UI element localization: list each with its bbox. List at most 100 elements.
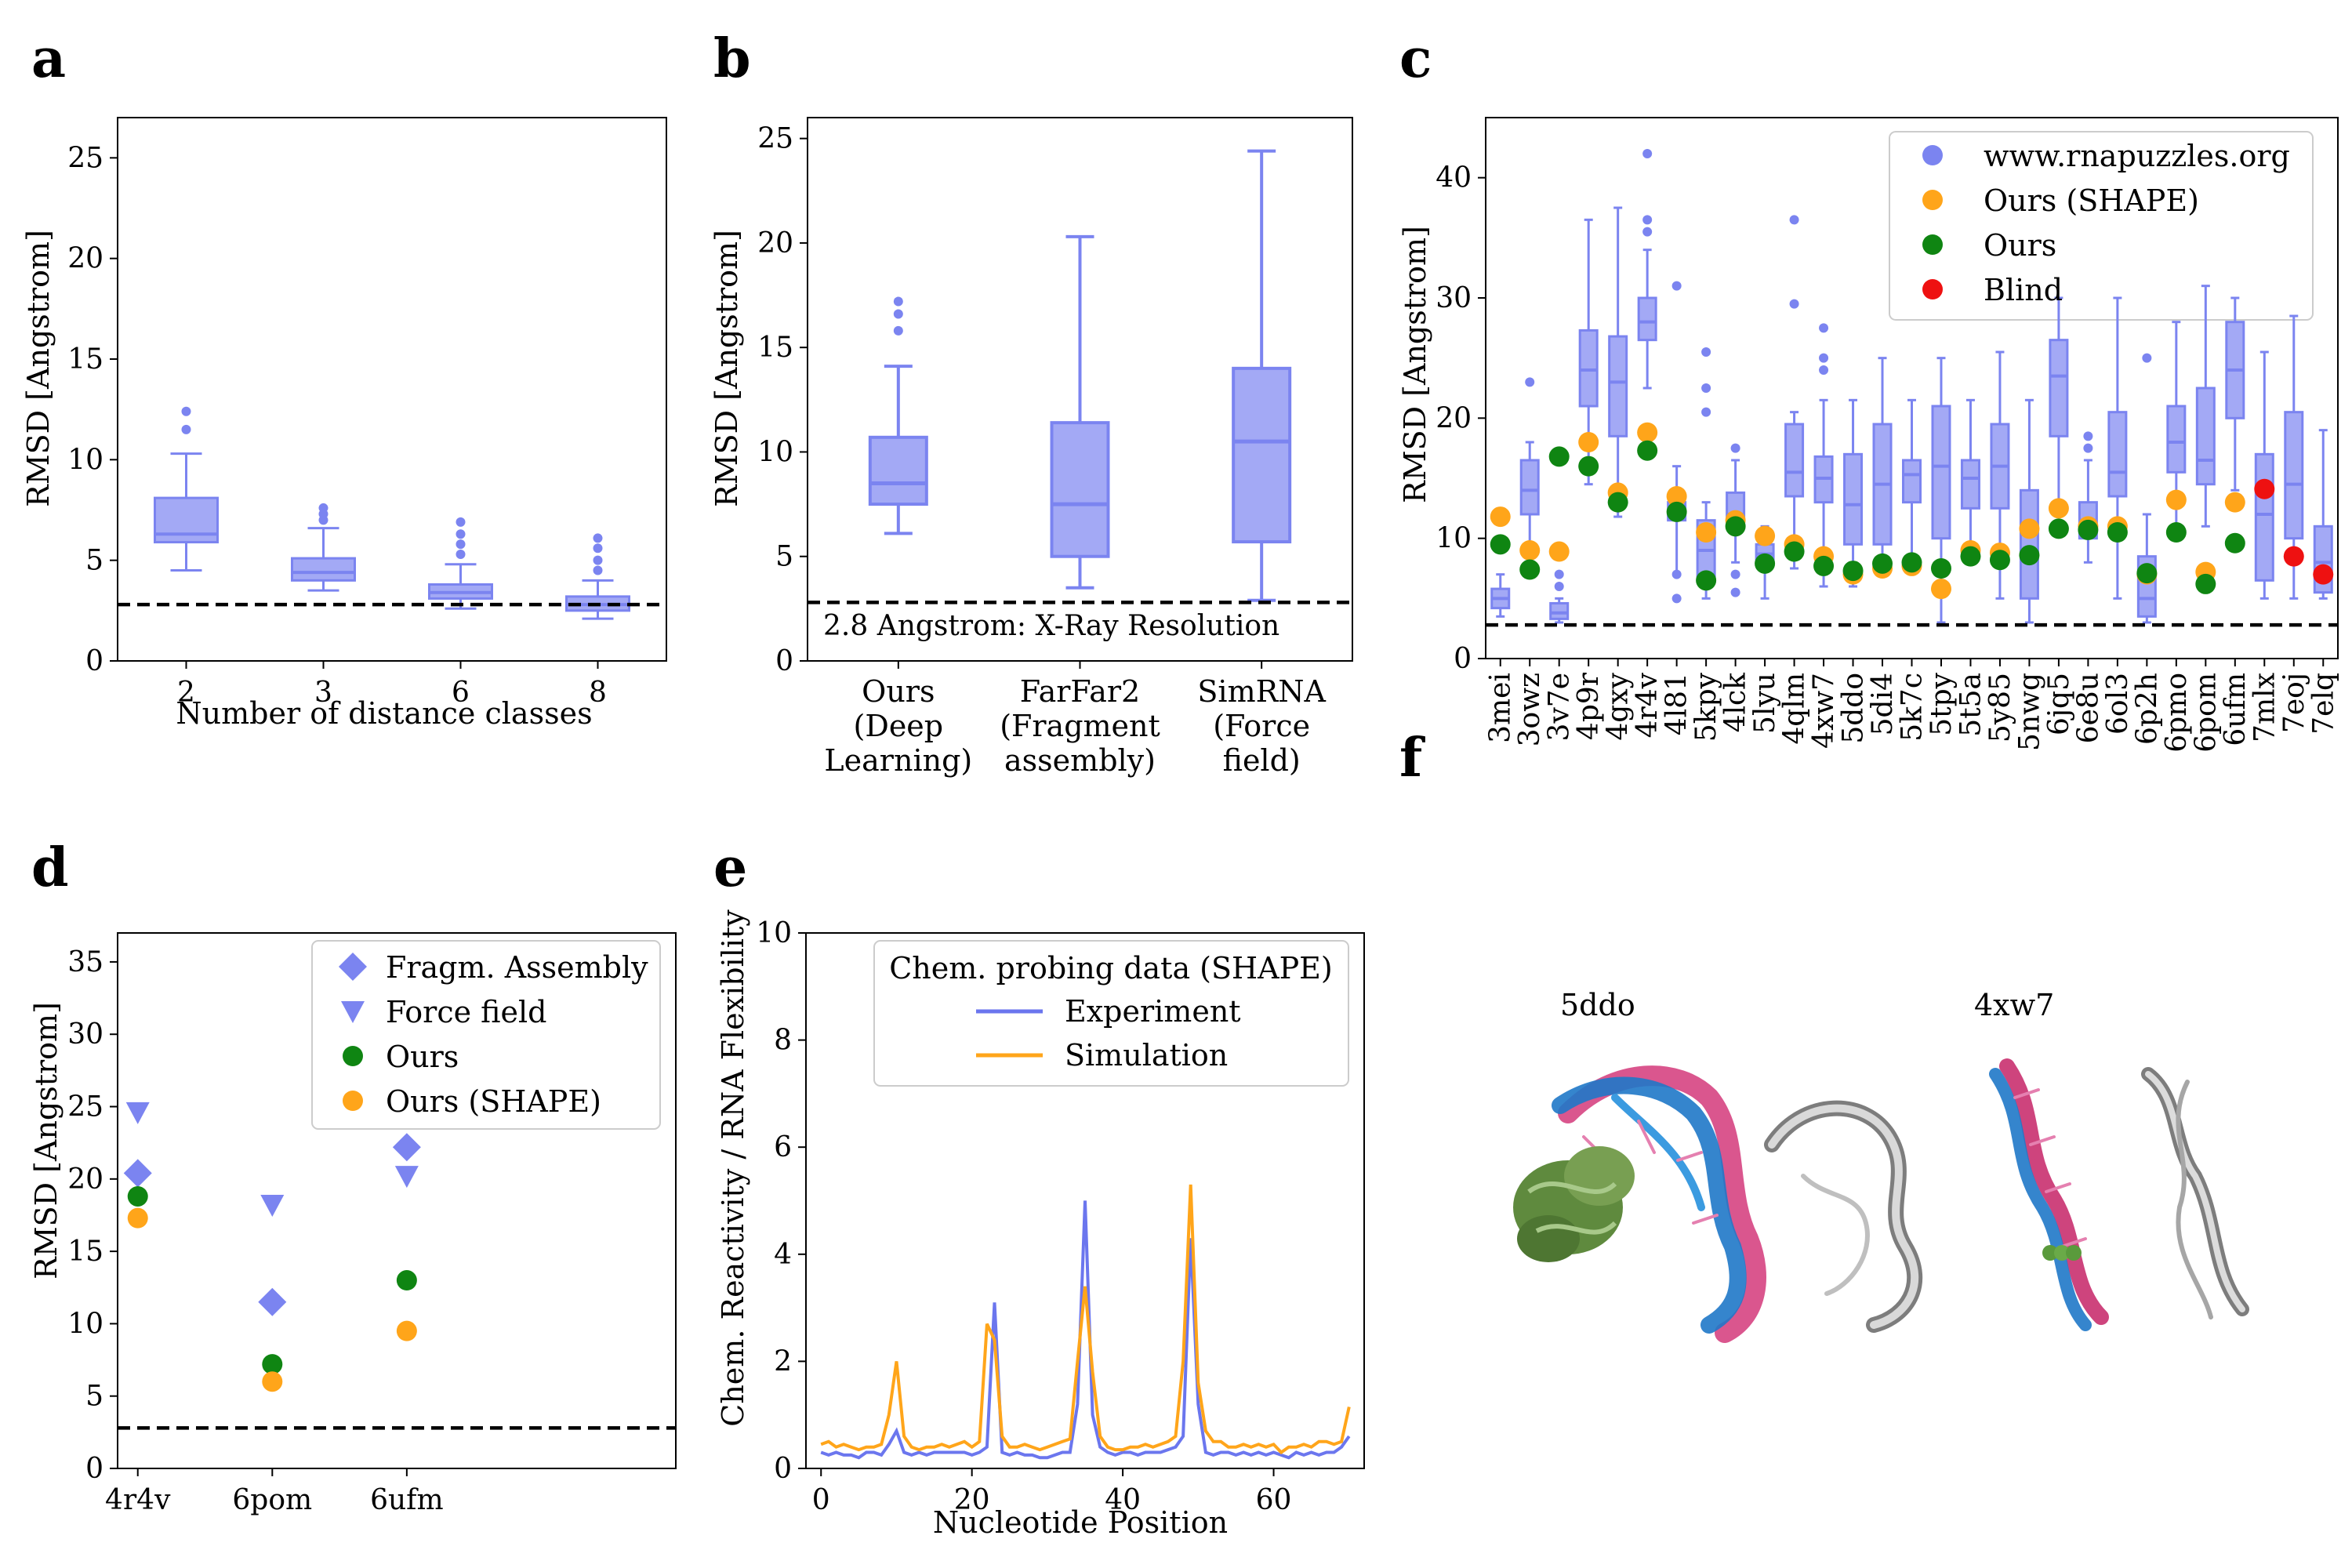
panel-d-ytick-label: 5: [85, 1381, 103, 1413]
panel-c-box-3owz-flier: [1525, 377, 1535, 387]
panel-e-ytick-label: 8: [774, 1025, 792, 1057]
panel-c-box-4lck-flier: [1730, 569, 1740, 579]
panel-d-ytick-label: 25: [67, 1091, 103, 1123]
panel-c-point-ours: [2107, 522, 2128, 543]
panel-c-box-4xw7-flier: [1819, 365, 1829, 375]
panel-c-box-3v7e-flier: [1554, 582, 1564, 591]
panel-c-point-ours: [2165, 522, 2187, 543]
panel-c-xtick-label: 5t5a: [1955, 673, 1987, 737]
panel-b-category-label: field): [1223, 743, 1301, 778]
panel-c-box-4l81-flier: [1671, 593, 1682, 604]
panel-c-point-ours: [1930, 558, 1951, 579]
panel-c-xtick-label: 6pmo: [2161, 673, 2193, 753]
structure-4xw7-model: [2141, 1067, 2249, 1319]
panel-e-legend-box: [873, 940, 1349, 1087]
panel-d-legend-label: Ours (SHAPE): [386, 1084, 601, 1119]
panel-c-point-ours-shape: [1755, 525, 1776, 546]
panel-d-point-force-field: [260, 1195, 285, 1218]
panel-c-legend-label: www.rnapuzzles.org: [1984, 139, 2290, 173]
panel-d-ylabel: RMSD [Angstrom]: [29, 1002, 64, 1279]
panel-d-legend-marker: [341, 1001, 365, 1023]
panel-c-point-ours: [1872, 553, 1893, 574]
panel-e-xtick-label: 0: [812, 1484, 830, 1516]
panel-c-xtick-label: 6p2h: [2131, 673, 2163, 745]
panel-c-box-4r4v-box: [1637, 296, 1657, 342]
panel-c-point-ours-shape: [1696, 522, 1717, 543]
panel-d-ytick-label: 10: [67, 1308, 103, 1340]
panel-label-a: a: [31, 27, 66, 90]
panel-a-box-2-flier: [181, 406, 191, 416]
panel-d-ytick-label: 35: [67, 946, 103, 978]
panel-c-box-4qlm-flier: [1789, 299, 1799, 309]
panel-c-ytick-label: 20: [1436, 402, 1472, 434]
panel-c-xtick-label: 4r4v: [1632, 672, 1664, 738]
panel-a-box-6-flier: [456, 539, 466, 550]
panel-e-chart: Nucleotide Position Chem. Reactivity / R…: [716, 909, 1365, 1540]
panel-c-box-4l81-flier: [1671, 281, 1682, 291]
panel-c-point-ours: [1696, 570, 1717, 591]
panel-label-b: b: [713, 27, 751, 90]
panel-b-category-label: FarFar2: [1020, 674, 1140, 709]
panel-c-xtick-label: 7eoj: [2278, 673, 2310, 733]
panel-d-legend-label: Fragm. Assembly: [386, 950, 648, 985]
panel-c-point-ours-shape: [1637, 422, 1658, 443]
panel-c-point-ours: [1490, 534, 1511, 555]
panel-c-xtick-label: 6jq5: [2043, 673, 2075, 735]
panel-e-line-simulation: [820, 1184, 1351, 1455]
panel-f-label-4xw7: 4xw7: [1974, 988, 2054, 1022]
panel-c-point-ours: [1607, 492, 1628, 513]
panel-a-box-8-flier: [593, 565, 603, 575]
panel-b-ytick-label: 10: [757, 436, 793, 468]
panel-c-xtick-label: 3v7e: [1544, 673, 1576, 741]
panel-a-xlabel: Number of distance classes: [176, 696, 592, 731]
panel-d-frame: [117, 932, 677, 1469]
panel-b-annotation: 2.8 Angstrom: X-Ray Resolution: [823, 610, 1279, 642]
panel-b-ytick-label: 0: [775, 645, 793, 677]
panel-e-line-experiment: [820, 1200, 1351, 1460]
panel-d-point-ours: [262, 1354, 283, 1375]
panel-d-legend-label: Force field: [386, 995, 547, 1029]
panel-a-box-8-flier: [593, 543, 603, 554]
structure-4xw7-overlay: [1989, 1058, 2109, 1331]
panel-a-ytick-label: 15: [67, 343, 103, 376]
panel-c-point-ours-shape: [2224, 492, 2245, 513]
panel-c-box-6jq5-box: [2049, 339, 2069, 437]
panel-c-box-4r4v-flier: [1642, 227, 1653, 237]
panel-e-ytick-label: 4: [774, 1239, 792, 1271]
panel-b-category-label: SimRNA: [1197, 674, 1326, 709]
panel-b-category-label: (Fragment: [1000, 709, 1160, 743]
panel-d-xtick-label: 4r4v: [105, 1484, 171, 1516]
panel-c-box-6e8u-flier: [2083, 443, 2093, 453]
panel-c-point-blind: [2283, 546, 2304, 567]
panel-d-point-fragm-assembly: [123, 1159, 152, 1188]
panel-c-point-ours: [1755, 553, 1776, 574]
panel-c-point-ours: [1989, 550, 2010, 571]
panel-c-xtick-label: 3owz: [1514, 673, 1546, 746]
panel-d-point-force-field: [394, 1166, 419, 1189]
panel-a-box-8-flier: [593, 555, 603, 565]
panel-a-box-3-flier: [318, 503, 328, 513]
panel-c-point-ours: [1519, 559, 1541, 580]
panel-c-box-4gxy-box: [1608, 335, 1628, 437]
panel-c-point-ours-shape: [1930, 579, 1951, 600]
panel-d-legend-box: [311, 940, 661, 1130]
panel-e-ylabel: Chem. Reactivity / RNA Flexibility: [716, 909, 750, 1427]
panel-d-legend-marker: [339, 953, 367, 981]
panel-c-point-ours: [1578, 456, 1599, 477]
panel-b-box-2-box: [1232, 366, 1292, 544]
panel-c-box-6pom-box: [2195, 387, 2216, 486]
panel-c-xtick-label: 4qlm: [1779, 673, 1811, 745]
panel-c-point-ours-shape: [1519, 540, 1541, 561]
panel-c-xtick-label: 3mei: [1485, 673, 1517, 743]
panel-b-category-label: Learning): [824, 743, 972, 778]
panel-c-box-6ol3-box: [2107, 411, 2128, 498]
panel-c-box-6e8u-flier: [2083, 431, 2093, 441]
panel-c-xtick-label: 5tpy: [1926, 672, 1958, 735]
panel-c-xtick-label: 5lyu: [1749, 673, 1781, 734]
panel-c-xtick-label: 4l81: [1661, 673, 1693, 735]
panel-c-box-5kpy-flier: [1701, 383, 1711, 393]
panel-d-ytick-label: 0: [85, 1453, 103, 1485]
panel-d-xtick-label: 6ufm: [370, 1484, 444, 1516]
panel-c-xtick-label: 6ol3: [2102, 673, 2134, 735]
panel-label-f: f: [1399, 727, 1425, 789]
